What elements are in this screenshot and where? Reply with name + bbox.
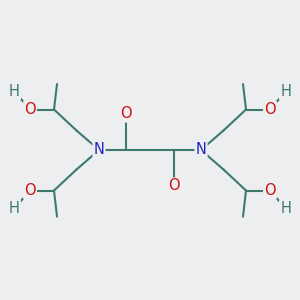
- Text: H: H: [9, 201, 20, 216]
- Text: O: O: [120, 106, 132, 122]
- Text: N: N: [196, 142, 206, 158]
- Text: O: O: [264, 183, 276, 198]
- Text: H: H: [280, 84, 291, 99]
- Text: N: N: [94, 142, 104, 158]
- Text: O: O: [24, 102, 36, 117]
- Text: H: H: [280, 201, 291, 216]
- Text: O: O: [168, 178, 180, 194]
- Text: O: O: [264, 102, 276, 117]
- Text: H: H: [9, 84, 20, 99]
- Text: O: O: [24, 183, 36, 198]
